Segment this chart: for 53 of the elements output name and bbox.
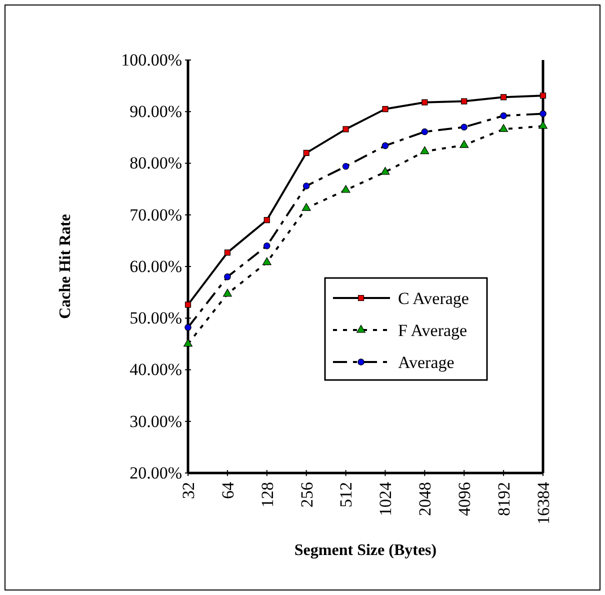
point [341,184,350,193]
legend-label: F Average [398,320,468,340]
point [264,217,270,224]
point [303,150,310,156]
y-tick-label: 40.00% [130,360,182,380]
point [500,112,507,120]
point [222,288,232,297]
y-tick-label: 50.00% [130,308,182,328]
point [184,302,192,308]
x-tick-label: 2048 [416,482,435,516]
point [460,140,469,148]
x-tick-label: 256 [297,482,316,508]
point [302,182,310,190]
y-tick-label: 90.00% [130,102,182,122]
y-tick-label: 30.00% [130,412,182,431]
point [382,142,389,150]
x-tick-label: 4096 [455,482,474,516]
x-axis-title: Segment Size (Bytes) [294,542,437,559]
y-tick-label: 100.00% [121,50,182,70]
point [460,124,468,130]
x-tick-label: 64 [218,482,238,499]
x-tick-label: 16384 [534,482,553,524]
y-axis-title: Cache Hit Rate [57,214,74,319]
point [302,203,311,211]
point [342,162,350,170]
point [342,126,349,132]
y-tick-label: 80.00% [130,154,182,173]
point [184,324,192,331]
point [264,242,270,250]
point [421,128,428,136]
point [499,124,508,132]
point [184,338,192,347]
x-tick-label: 1024 [376,482,396,516]
x-tick-label: 128 [258,482,277,508]
point [540,110,546,118]
point [224,250,230,256]
x-tick-label: 32 [178,482,198,499]
x-tick-label: 8192 [494,482,514,516]
y-tick-label: 60.00% [130,256,182,276]
point [461,98,468,104]
x-tick-label: 512 [336,482,356,508]
point [380,166,390,175]
legend-label: Average [398,352,454,372]
y-tick-label: 70.00% [130,205,182,224]
point [422,99,428,106]
point [224,273,231,280]
point [420,146,430,154]
point [382,106,388,112]
y-tick-label: 20.00% [130,463,182,482]
point [500,94,507,100]
legend-label: C Average [398,288,469,308]
point [540,92,546,99]
point [262,257,272,266]
